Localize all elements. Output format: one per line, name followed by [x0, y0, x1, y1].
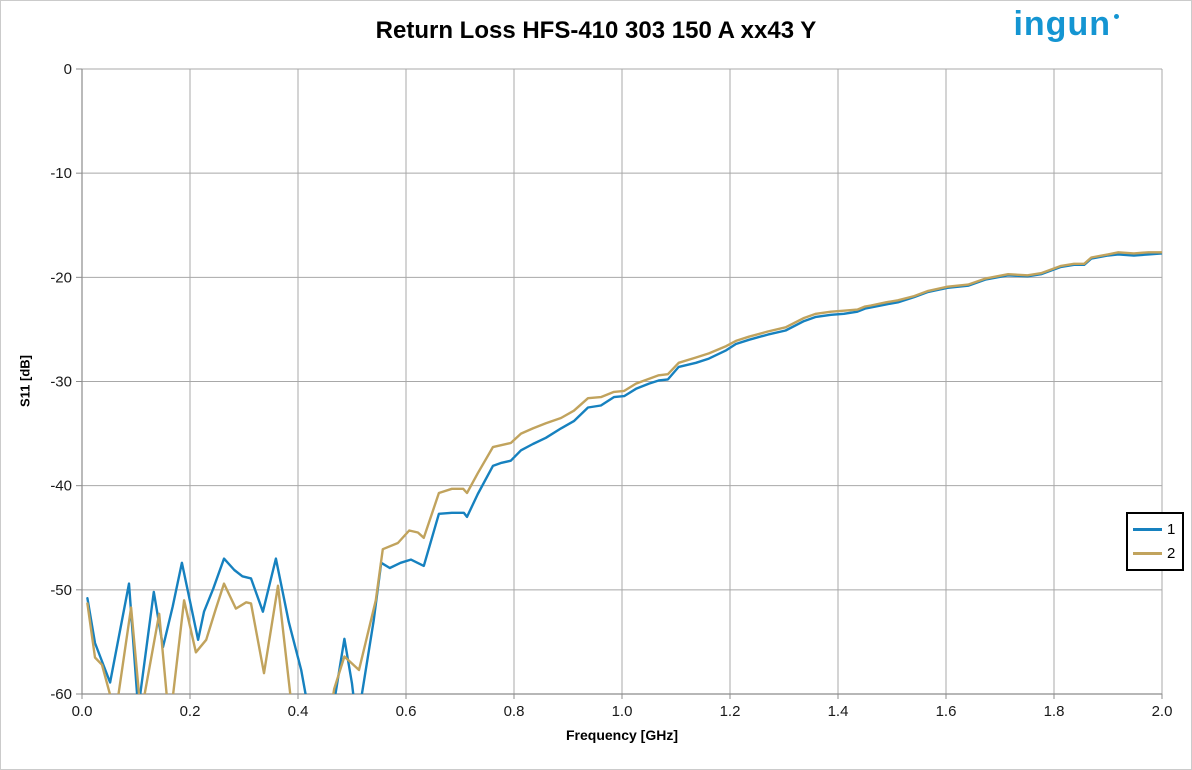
y-tick-label: -60	[50, 686, 72, 703]
x-tick-label: 1.8	[1044, 703, 1065, 720]
y-tick-label: 0	[64, 61, 72, 78]
y-tick-label: -30	[50, 374, 72, 391]
registered-dot-icon	[1114, 14, 1119, 19]
series-line-2[interactable]	[86, 251, 1162, 767]
x-tick-label: 0.8	[504, 703, 525, 720]
legend-item-2[interactable]: 2	[1133, 545, 1177, 562]
logo-text: ingun	[1013, 5, 1111, 43]
y-tick-label: -40	[50, 478, 72, 495]
legend-item-label: 1	[1167, 520, 1176, 538]
chart-title: Return Loss HFS-410 303 150 A xx43 Y	[375, 17, 817, 44]
x-tick-label: 1.6	[936, 703, 957, 720]
x-tick-label: 0.2	[180, 703, 201, 720]
legend-line-swatch	[1133, 552, 1162, 556]
x-tick-label: 0.0	[72, 703, 93, 720]
y-tick-label: -10	[50, 165, 72, 182]
legend-item-label: 2	[1167, 545, 1176, 563]
y-tick-label: -50	[50, 582, 72, 599]
y-tick-label: -20	[50, 269, 72, 286]
x-tick-label: 1.4	[828, 703, 849, 720]
x-tick-label: 0.6	[396, 703, 417, 720]
x-tick-label: 1.0	[612, 703, 633, 720]
ingun-logo: ingun	[1013, 7, 1119, 41]
x-axis-title: Frequency [GHz]	[565, 727, 678, 743]
x-tick-label: 1.2	[720, 703, 741, 720]
legend-item-1[interactable]: 1	[1133, 521, 1177, 538]
series-line-1[interactable]	[86, 252, 1162, 756]
y-axis-title: S11 [dB]	[17, 354, 33, 408]
x-tick-label: 0.4	[288, 703, 309, 720]
x-tick-label: 2.0	[1152, 703, 1173, 720]
legend-line-swatch	[1133, 527, 1162, 531]
